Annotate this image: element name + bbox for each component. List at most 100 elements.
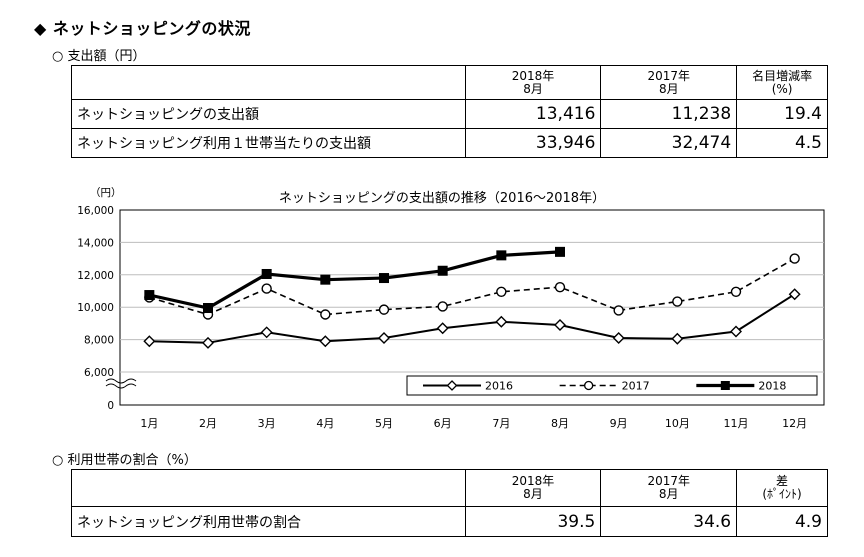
x-tick-label: 3月	[258, 417, 276, 430]
legend-label-2016: 2016	[485, 380, 513, 393]
x-tick-label: 7月	[492, 417, 510, 430]
value-2018: 39.5	[464, 506, 602, 537]
point-2017	[554, 281, 566, 293]
legend-marker-2018	[720, 381, 730, 390]
value-rate: 4.5	[736, 128, 828, 158]
point-2017	[730, 286, 742, 298]
point-2018	[496, 250, 507, 261]
section-heading-expenditure: ○ 支出額（円）	[52, 49, 146, 64]
point-2016	[730, 325, 742, 338]
point-2017	[320, 309, 331, 320]
series-line-2017	[149, 257, 796, 316]
series-line-2018	[148, 250, 561, 310]
point-2017	[437, 301, 448, 312]
table-row: ネットショッピングの支出額 13,416 11,238 19.4	[71, 99, 828, 129]
value-2018: 13,416	[464, 99, 602, 129]
value-2017: 11,238	[600, 99, 738, 129]
header-blank-cell	[71, 65, 466, 100]
point-2018	[203, 303, 213, 314]
point-2016	[202, 336, 214, 349]
value-diff: 4.9	[736, 506, 828, 537]
header-diff: 差 (ﾎﾟｲﾝﾄ)	[736, 469, 828, 507]
header-2017-aug: 2017年 8月	[600, 469, 738, 507]
x-tick-label: 9月	[610, 417, 628, 430]
legend-marker-2017	[584, 380, 594, 391]
expenditure-table: 2018年 8月 2017年 8月 名目増減率 (%) ネットショッピングの支出…	[71, 65, 828, 158]
point-2016	[436, 322, 449, 335]
x-tick-label: 12月	[782, 417, 807, 430]
value-2017: 32,474	[600, 128, 738, 158]
header-2018-aug: 2018年 8月	[464, 469, 602, 507]
y-unit-label: （円）	[90, 187, 122, 199]
x-tick-label: 8月	[551, 417, 569, 430]
point-2018	[261, 268, 272, 279]
x-tick-label: 11月	[724, 417, 749, 430]
x-tick-label: 2月	[199, 417, 217, 430]
usage-ratio-table: 2018年 8月 2017年 8月 差 (ﾎﾟｲﾝﾄ) ネットショッピング利用世…	[71, 469, 828, 537]
row-label: ネットショッピング利用世帯の割合	[71, 506, 466, 537]
point-2016	[260, 326, 273, 339]
table-row: ネットショッピング利用世帯の割合 39.5 34.6 4.9	[71, 506, 828, 537]
legend-label-2017: 2017	[622, 380, 650, 393]
point-2016	[788, 288, 801, 301]
point-2018	[555, 246, 565, 257]
point-2017	[378, 304, 390, 315]
chart-svg: 6,000 8,000 10,000 12,000 14,000 16,000 0 （円） ネッ…	[77, 187, 825, 430]
header-rate-unit: (%)	[771, 81, 793, 96]
row-label: ネットショッピング利用１世帯当たりの支出額	[71, 128, 466, 158]
y-tick-label: 0	[107, 400, 114, 412]
series-line-2016	[149, 293, 796, 344]
header-year: 2018年	[511, 474, 555, 488]
point-2016	[378, 331, 390, 344]
header-2017-aug: 2017年 8月	[600, 65, 738, 100]
x-tick-label: 4月	[316, 417, 334, 430]
section-heading-usage-ratio: ○ 利用世帯の割合（%）	[52, 453, 197, 468]
table-header-row: 2018年 8月 2017年 8月 差 (ﾎﾟｲﾝﾄ)	[71, 469, 828, 507]
chart-title: ネットショッピングの支出額の推移（2016～2018年）	[279, 191, 605, 206]
point-2016	[554, 319, 566, 332]
point-2018	[144, 290, 155, 301]
y-tick-label: 8,000	[84, 335, 114, 347]
point-2018	[379, 273, 389, 284]
y-tick-label: 10,000	[77, 302, 114, 314]
header-diff-unit: (ﾎﾟｲﾝﾄ)	[762, 487, 802, 501]
legend-marker-2016	[446, 380, 458, 391]
header-blank-cell	[71, 469, 466, 507]
point-2016	[612, 331, 625, 344]
y-tick-label: 12,000	[77, 270, 114, 282]
point-2017	[613, 305, 624, 316]
value-rate: 19.4	[736, 99, 828, 129]
point-2016	[671, 332, 684, 345]
page-title: ◆ ネットショッピングの状況	[34, 19, 251, 38]
row-label: ネットショッピングの支出額	[71, 99, 466, 129]
point-2017	[261, 283, 272, 294]
header-rate-label: 名目増減率	[752, 68, 813, 83]
header-diff-label: 差	[776, 474, 789, 488]
point-2018	[320, 274, 331, 285]
x-tick-label: 6月	[434, 417, 452, 430]
header-month: 8月	[658, 487, 679, 501]
point-2018	[437, 265, 448, 276]
header-year: 2017年	[647, 68, 691, 83]
header-year: 2018年	[511, 68, 555, 83]
point-2016	[495, 315, 508, 328]
x-tick-label: 10月	[665, 417, 690, 430]
point-2017	[672, 296, 683, 307]
value-2017: 34.6	[600, 506, 738, 537]
y-tick-label: 6,000	[84, 367, 114, 379]
y-tick-label: 14,000	[77, 237, 114, 249]
expenditure-trend-chart: 6,000 8,000 10,000 12,000 14,000 16,000 0 （円） ネッ…	[72, 183, 832, 435]
table-header-row: 2018年 8月 2017年 8月 名目増減率 (%)	[71, 65, 828, 100]
point-2016	[319, 335, 332, 348]
header-month: 8月	[523, 487, 543, 501]
header-2018-aug: 2018年 8月	[464, 65, 602, 100]
legend-label-2018: 2018	[758, 380, 786, 393]
point-2017	[496, 286, 507, 298]
y-tick-label: 16,000	[77, 205, 114, 217]
header-month: 8月	[658, 81, 679, 96]
point-2016	[143, 335, 156, 348]
header-year: 2017年	[647, 474, 690, 488]
x-tick-label: 5月	[375, 417, 393, 430]
x-tick-label: 1月	[140, 417, 158, 430]
table-row: ネットショッピング利用１世帯当たりの支出額 33,946 32,474 4.5	[71, 128, 828, 158]
